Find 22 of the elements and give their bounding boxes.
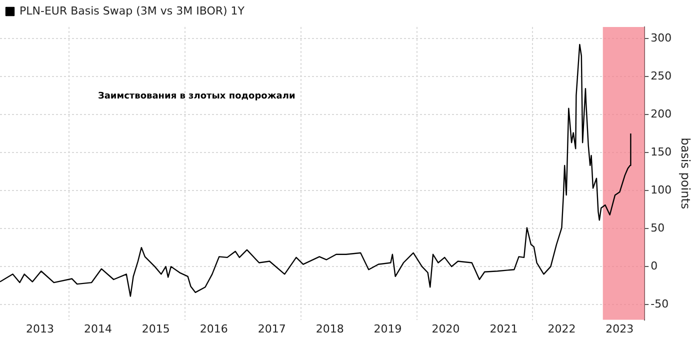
y-tick-label: 200	[650, 107, 672, 120]
x-tick-label: 2021	[490, 322, 518, 336]
y-axis-title: basis points	[678, 138, 693, 210]
y-tick-label: 50	[650, 221, 665, 234]
x-tick-label: 2013	[26, 322, 54, 336]
x-tick-label: 2017	[258, 322, 286, 336]
x-tick-label: 2014	[84, 322, 112, 336]
y-tick-label: 100	[650, 183, 672, 196]
y-tick-label: -50	[650, 297, 669, 310]
x-tick-label: 2018	[316, 322, 344, 336]
x-tick-label: 2023	[606, 322, 634, 336]
annotation: Заимствования в злотых подорожали	[98, 91, 296, 102]
x-tick-label: 2022	[548, 322, 576, 336]
x-tick-label: 2016	[200, 322, 228, 336]
legend-label: PLN-EUR Basis Swap (3M vs 3M IBOR) 1Y	[20, 4, 245, 18]
y-tick-label: 0	[650, 259, 658, 272]
x-tick-label: 2015	[142, 322, 170, 336]
x-tick-label: 2020	[432, 322, 460, 336]
y-tick-label: 150	[650, 145, 672, 158]
y-tick-label: 300	[650, 31, 672, 44]
y-tick-label: 250	[650, 69, 672, 82]
x-tick-label: 2019	[374, 322, 402, 336]
